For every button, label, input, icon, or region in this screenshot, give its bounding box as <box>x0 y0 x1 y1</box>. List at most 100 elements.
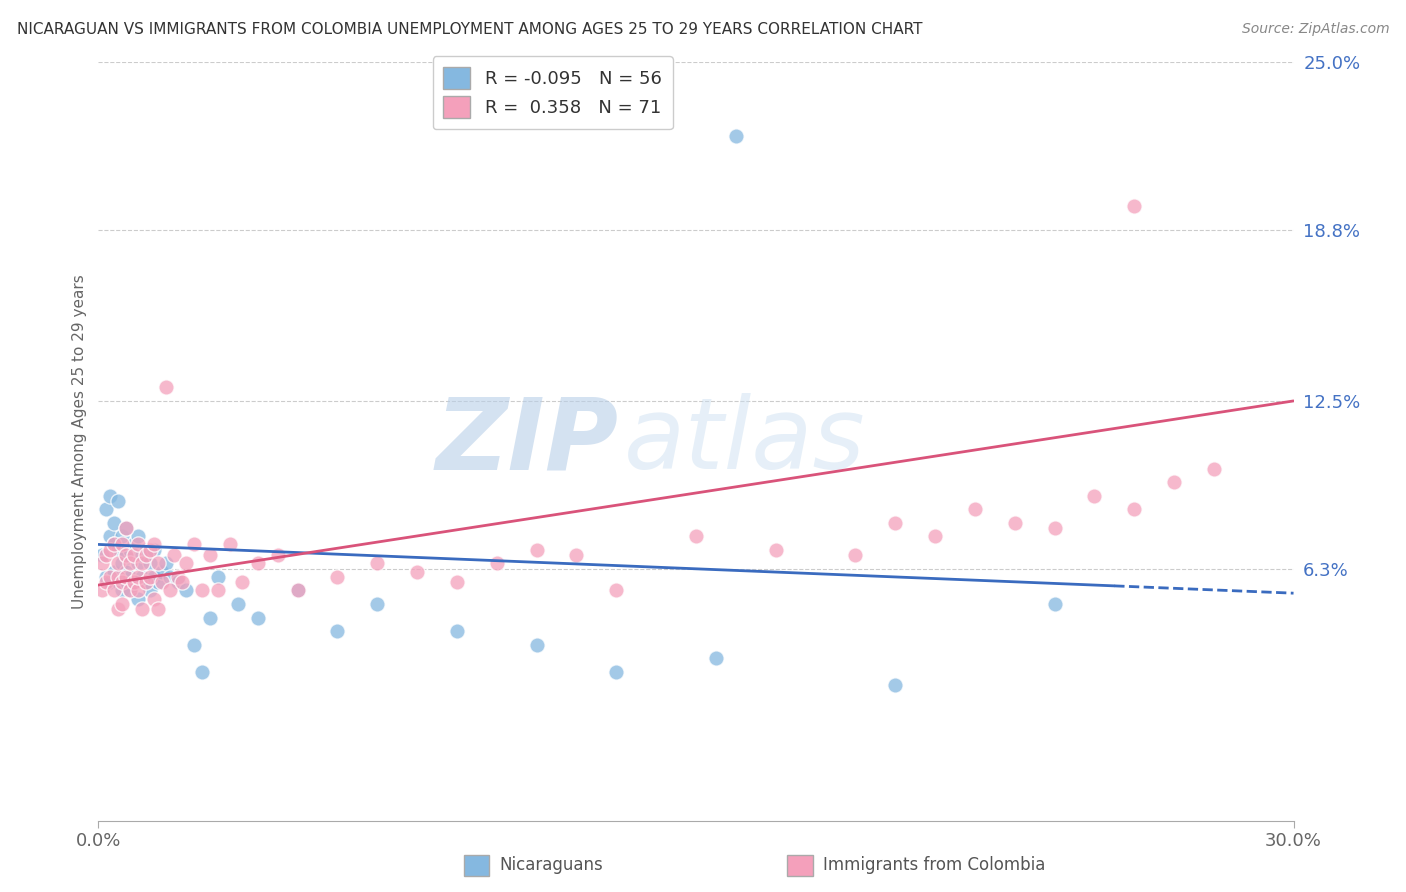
Point <box>246 557 269 571</box>
Point <box>1123 199 1146 213</box>
Point <box>115 548 138 563</box>
Point <box>127 537 149 551</box>
Point <box>150 565 173 579</box>
Point <box>120 583 142 598</box>
Point <box>159 583 181 598</box>
Text: NICARAGUAN VS IMMIGRANTS FROM COLOMBIA UNEMPLOYMENT AMONG AGES 25 TO 29 YEARS CO: NICARAGUAN VS IMMIGRANTS FROM COLOMBIA U… <box>17 22 922 37</box>
Point <box>124 537 146 551</box>
Point <box>120 583 142 598</box>
Point <box>150 575 173 590</box>
Point <box>143 591 166 606</box>
Point <box>96 548 118 563</box>
Point <box>446 575 468 590</box>
Point <box>135 575 157 590</box>
Point <box>884 516 907 530</box>
Point <box>115 548 138 563</box>
Text: Source: ZipAtlas.com: Source: ZipAtlas.com <box>1241 22 1389 37</box>
Point <box>111 529 134 543</box>
Point <box>103 537 125 551</box>
Point <box>111 583 134 598</box>
Point <box>107 557 129 571</box>
Point <box>267 548 290 563</box>
Point <box>155 380 177 394</box>
Point <box>107 570 129 584</box>
Point <box>1123 502 1146 516</box>
Point <box>139 570 162 584</box>
Point <box>446 624 468 639</box>
Point <box>115 570 138 584</box>
Point <box>120 557 142 571</box>
Point <box>155 557 177 571</box>
Point <box>91 548 114 563</box>
Point <box>127 529 149 543</box>
Point <box>139 557 162 571</box>
Point <box>1202 461 1225 475</box>
Point <box>91 583 114 598</box>
Point <box>111 557 134 571</box>
Point <box>167 575 190 590</box>
Point <box>485 557 508 571</box>
Point <box>326 570 349 584</box>
Point <box>207 583 229 598</box>
Point <box>120 570 142 584</box>
Point <box>172 575 194 590</box>
Point <box>724 128 747 143</box>
Point <box>107 575 129 590</box>
Point <box>91 557 114 571</box>
Point <box>124 575 146 590</box>
Point <box>148 575 170 590</box>
Point <box>191 583 214 598</box>
Point <box>326 624 349 639</box>
Point <box>183 638 205 652</box>
Point <box>231 575 253 590</box>
Point <box>526 638 548 652</box>
Point <box>1083 489 1105 503</box>
Point <box>366 557 388 571</box>
Point <box>565 548 588 563</box>
Point <box>143 570 166 584</box>
Point <box>115 521 138 535</box>
Text: Nicaraguans: Nicaraguans <box>499 856 603 874</box>
Point <box>605 583 627 598</box>
Point <box>366 597 388 611</box>
Point <box>287 583 309 598</box>
Point <box>107 494 129 508</box>
Point <box>115 565 138 579</box>
Point <box>207 570 229 584</box>
Point <box>287 583 309 598</box>
Point <box>148 602 170 616</box>
Point <box>963 502 986 516</box>
Point <box>1043 521 1066 535</box>
Point <box>704 651 727 665</box>
Text: Immigrants from Colombia: Immigrants from Colombia <box>823 856 1045 874</box>
Point <box>96 575 118 590</box>
Point <box>1163 475 1185 490</box>
Legend: R = -0.095   N = 56, R =  0.358   N = 71: R = -0.095 N = 56, R = 0.358 N = 71 <box>433 56 672 129</box>
Point <box>191 665 214 679</box>
Point <box>111 597 134 611</box>
Point <box>98 575 122 590</box>
Point <box>135 542 157 557</box>
Point <box>131 557 153 571</box>
Point <box>124 548 146 563</box>
Point <box>148 557 170 571</box>
Point <box>131 602 153 616</box>
Point <box>143 542 166 557</box>
Point <box>174 557 197 571</box>
Point <box>103 583 125 598</box>
Point <box>98 542 122 557</box>
FancyBboxPatch shape <box>464 855 489 876</box>
Point <box>124 575 146 590</box>
Point <box>103 516 125 530</box>
Point <box>159 570 181 584</box>
Point <box>685 529 707 543</box>
Point <box>226 597 249 611</box>
Point <box>198 610 221 624</box>
Point <box>127 570 149 584</box>
Text: atlas: atlas <box>624 393 866 490</box>
Text: ZIP: ZIP <box>436 393 619 490</box>
Point <box>884 678 907 692</box>
Point <box>163 548 186 563</box>
Point <box>1004 516 1026 530</box>
Point <box>167 570 190 584</box>
